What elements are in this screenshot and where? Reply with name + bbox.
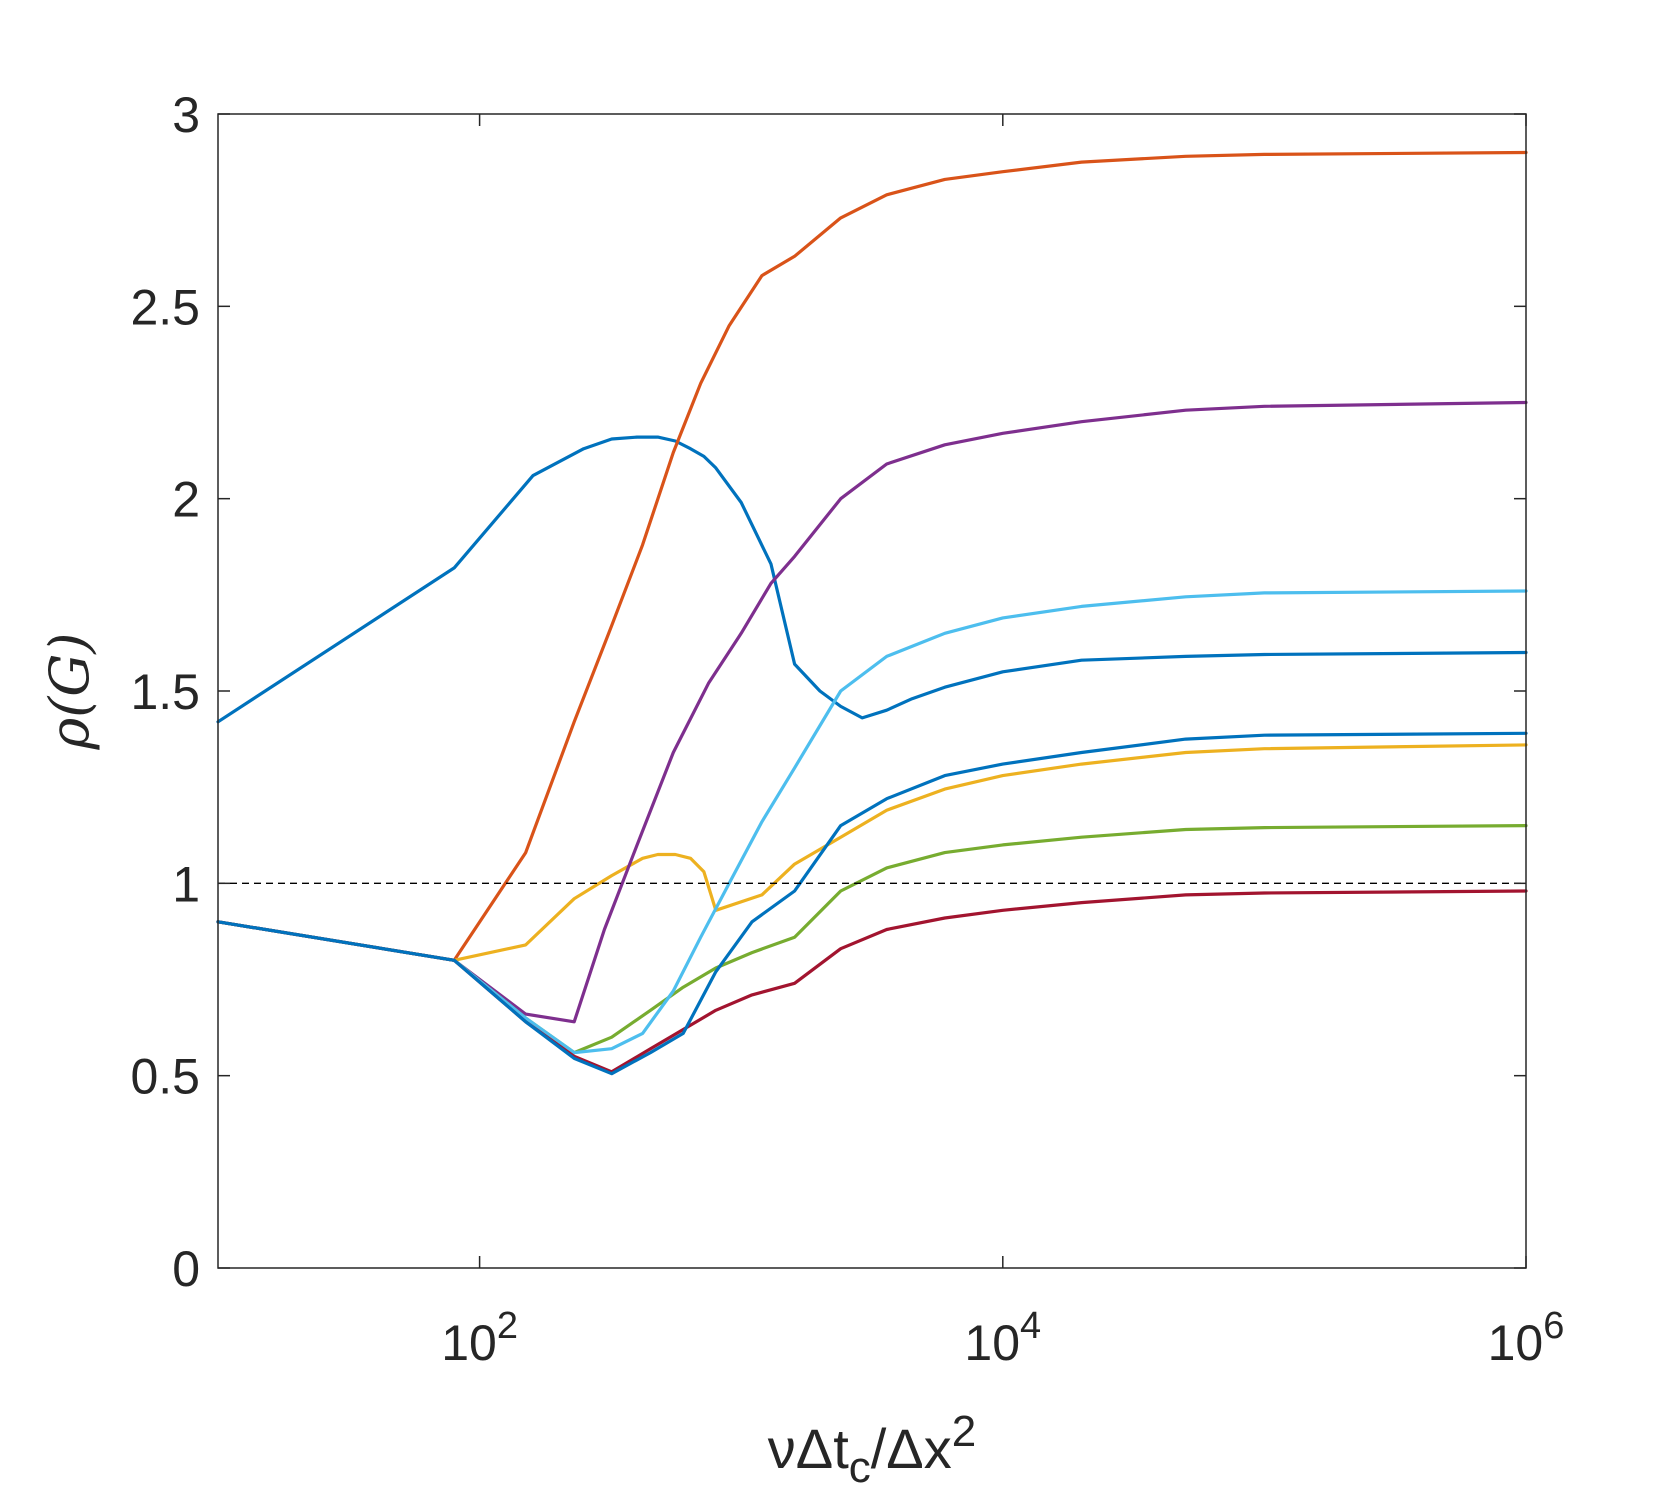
x-axis-label-divider: /Δx — [871, 1417, 952, 1480]
series-layer — [216, 150, 1528, 1076]
x-tick-label: 102 — [441, 1305, 518, 1371]
x-tick-label: 104 — [964, 1305, 1041, 1371]
x-tick-label: 106 — [1488, 1305, 1565, 1371]
x-axis-label-subscript: c — [849, 1443, 871, 1492]
x-axis-label: νΔtc/Δx2 — [768, 1407, 976, 1492]
y-tick-label: 3 — [172, 87, 200, 143]
series-line-6 — [216, 589, 1528, 1055]
y-axis-label-text: ρ(G) — [38, 632, 101, 750]
tick-layer: 0 0.5 1 1.5 2 2.5 3 102 104 106 — [130, 87, 1564, 1371]
series-line-2 — [216, 150, 1528, 962]
series-line-4 — [216, 400, 1528, 1024]
y-tick-label: 0 — [172, 1241, 200, 1297]
series-line-8 — [216, 731, 1528, 1076]
y-tick-label: 1 — [172, 856, 200, 912]
y-tick-label: 2.5 — [130, 279, 200, 335]
y-tick-label: 2 — [172, 472, 200, 528]
y-axis-label: ρ(G) — [38, 632, 101, 750]
y-tick-label: 1.5 — [130, 664, 200, 720]
series-line-1 — [216, 435, 1528, 724]
x-axis-label-superscript: 2 — [952, 1407, 976, 1456]
x-axis-label-main: νΔt — [768, 1417, 849, 1480]
y-tick-label: 0.5 — [130, 1049, 200, 1105]
